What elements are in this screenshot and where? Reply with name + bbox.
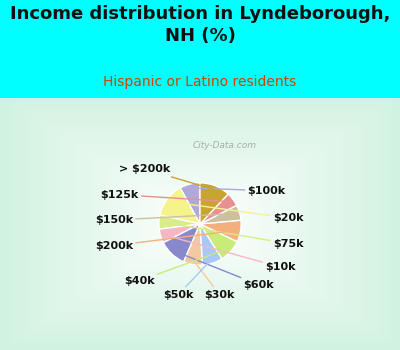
Text: > $200k: > $200k	[120, 164, 214, 189]
Text: $200k: $200k	[95, 230, 237, 251]
Text: $40k: $40k	[124, 248, 228, 286]
Text: $125k: $125k	[100, 190, 230, 202]
Wedge shape	[200, 220, 241, 242]
Text: $30k: $30k	[194, 261, 235, 300]
Text: $150k: $150k	[95, 214, 236, 225]
Text: $60k: $60k	[174, 251, 274, 290]
Text: $50k: $50k	[163, 259, 212, 300]
Text: $20k: $20k	[170, 202, 304, 223]
Wedge shape	[200, 224, 222, 265]
Wedge shape	[160, 188, 200, 224]
Wedge shape	[184, 224, 202, 265]
Wedge shape	[163, 224, 200, 262]
Text: $75k: $75k	[163, 222, 304, 248]
Text: City-Data.com: City-Data.com	[192, 141, 256, 150]
Wedge shape	[180, 183, 200, 224]
Text: Hispanic or Latino residents: Hispanic or Latino residents	[103, 75, 297, 89]
Wedge shape	[200, 205, 241, 224]
Text: Income distribution in Lyndeborough,
NH (%): Income distribution in Lyndeborough, NH …	[10, 5, 390, 46]
Text: $100k: $100k	[191, 186, 286, 196]
Wedge shape	[200, 183, 228, 224]
Wedge shape	[200, 224, 237, 259]
Wedge shape	[159, 224, 200, 243]
Text: $10k: $10k	[164, 235, 296, 272]
Wedge shape	[159, 215, 200, 229]
Wedge shape	[200, 194, 237, 224]
